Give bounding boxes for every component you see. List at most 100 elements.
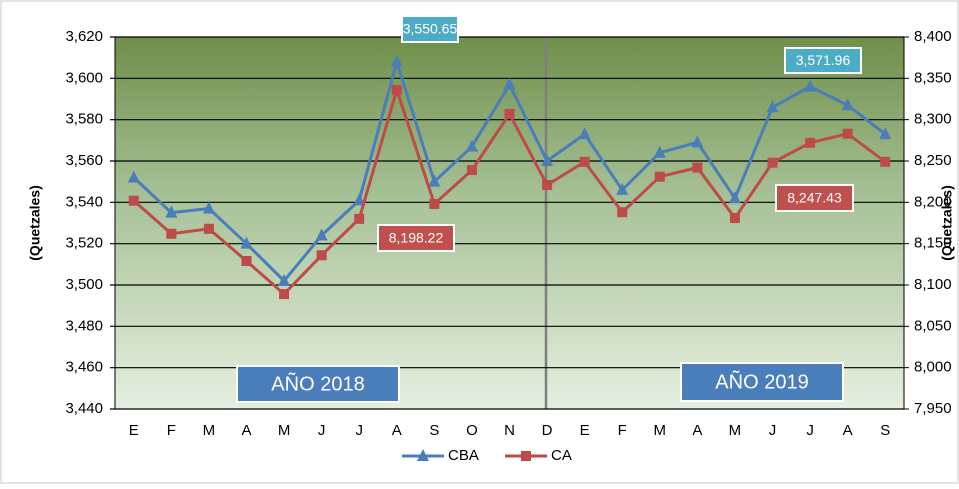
y-tick-label: 3,500 xyxy=(65,276,103,293)
marker xyxy=(541,154,554,166)
marker xyxy=(842,128,853,139)
marker xyxy=(729,213,740,224)
annotation-box xyxy=(377,224,455,252)
marker xyxy=(429,198,440,209)
y-axis-title: (Quetzales) xyxy=(27,185,43,260)
marker xyxy=(691,135,704,148)
marker xyxy=(202,201,215,214)
marker xyxy=(654,171,665,182)
y2-tick-label: 8,400 xyxy=(914,28,952,45)
marker xyxy=(315,228,328,241)
y-tick-label: 3,440 xyxy=(65,400,103,417)
y2-tick-label: 8,050 xyxy=(914,317,952,334)
x-tick-label: J xyxy=(318,422,326,439)
marker xyxy=(465,139,478,152)
marker xyxy=(503,77,516,90)
annotation: 3,550.65 xyxy=(403,21,458,37)
x-tick-label: E xyxy=(580,422,590,439)
marker xyxy=(504,108,515,119)
marker xyxy=(278,273,291,286)
marker xyxy=(165,205,178,218)
y2-tick-label: 8,100 xyxy=(914,276,952,293)
marker xyxy=(617,207,628,218)
x-tick-label: D xyxy=(542,422,553,439)
x-tick-label: M xyxy=(654,422,667,439)
x-tick-label: M xyxy=(729,422,742,439)
x-tick-label: A xyxy=(241,422,251,439)
marker xyxy=(127,170,140,183)
y-tick-label: 3,580 xyxy=(65,111,103,128)
y2-tick-label: 8,250 xyxy=(914,152,952,169)
marker xyxy=(428,174,441,187)
marker xyxy=(804,79,817,92)
x-tick-label: M xyxy=(278,422,291,439)
marker xyxy=(240,236,253,249)
marker xyxy=(128,195,139,206)
x-tick-label: A xyxy=(843,422,853,439)
marker xyxy=(879,127,892,140)
annotation-box xyxy=(236,365,400,403)
annotation-box xyxy=(784,47,862,74)
x-tick-label: J xyxy=(769,422,777,439)
x-tick-label: F xyxy=(167,422,176,439)
legend-label: CBA xyxy=(448,447,479,464)
y2-tick-label: 8,150 xyxy=(914,235,952,252)
plot-area xyxy=(115,37,904,409)
y2-tick-label: 7,950 xyxy=(914,400,952,417)
marker xyxy=(521,451,531,461)
marker xyxy=(728,191,741,204)
y-tick-label: 3,460 xyxy=(65,359,103,376)
marker xyxy=(241,256,252,267)
marker xyxy=(578,127,591,140)
y-tick-label: 3,520 xyxy=(65,235,103,252)
y2-tick-label: 8,000 xyxy=(914,359,952,376)
x-tick-label: S xyxy=(429,422,439,439)
annotation: 3,571.96 xyxy=(796,52,851,68)
x-tick-label: O xyxy=(466,422,478,439)
annotation: 8,247.43 xyxy=(787,190,842,206)
marker xyxy=(166,228,177,239)
marker xyxy=(616,182,629,195)
legend-label: CA xyxy=(551,447,572,464)
x-tick-label: M xyxy=(203,422,216,439)
x-tick-label: J xyxy=(355,422,363,439)
x-tick-label: F xyxy=(618,422,627,439)
annotation-box xyxy=(401,15,459,43)
marker xyxy=(579,156,590,167)
marker xyxy=(880,156,891,167)
marker xyxy=(203,223,214,234)
y-tick-label: 3,480 xyxy=(65,317,103,334)
y2-tick-label: 8,350 xyxy=(914,69,952,86)
x-tick-label: E xyxy=(129,422,139,439)
marker xyxy=(279,289,290,300)
y-tick-label: 3,600 xyxy=(65,69,103,86)
marker xyxy=(354,213,365,224)
y2-tick-label: 8,200 xyxy=(914,193,952,210)
annotation-box xyxy=(775,184,854,212)
marker xyxy=(841,98,854,111)
x-tick-label: A xyxy=(692,422,702,439)
marker xyxy=(391,84,402,95)
x-tick-label: A xyxy=(392,422,402,439)
marker xyxy=(767,157,778,168)
y-tick-label: 3,540 xyxy=(65,193,103,210)
marker xyxy=(805,137,816,148)
marker xyxy=(390,54,403,67)
marker xyxy=(653,145,666,158)
marker xyxy=(466,165,477,176)
annotation: 8,198.22 xyxy=(389,230,444,246)
y2-axis-title: (Quetzales) xyxy=(939,185,955,260)
marker xyxy=(692,162,703,173)
marker xyxy=(417,449,429,461)
annotation: AÑO 2018 xyxy=(271,371,364,395)
y-tick-label: 3,560 xyxy=(65,152,103,169)
annotation: AÑO 2019 xyxy=(715,369,808,393)
y2-tick-label: 8,300 xyxy=(914,111,952,128)
marker xyxy=(353,193,366,206)
marker xyxy=(766,100,779,113)
marker xyxy=(316,250,327,261)
annotation-box xyxy=(680,362,844,402)
x-tick-label: N xyxy=(504,422,515,439)
x-tick-label: S xyxy=(880,422,890,439)
